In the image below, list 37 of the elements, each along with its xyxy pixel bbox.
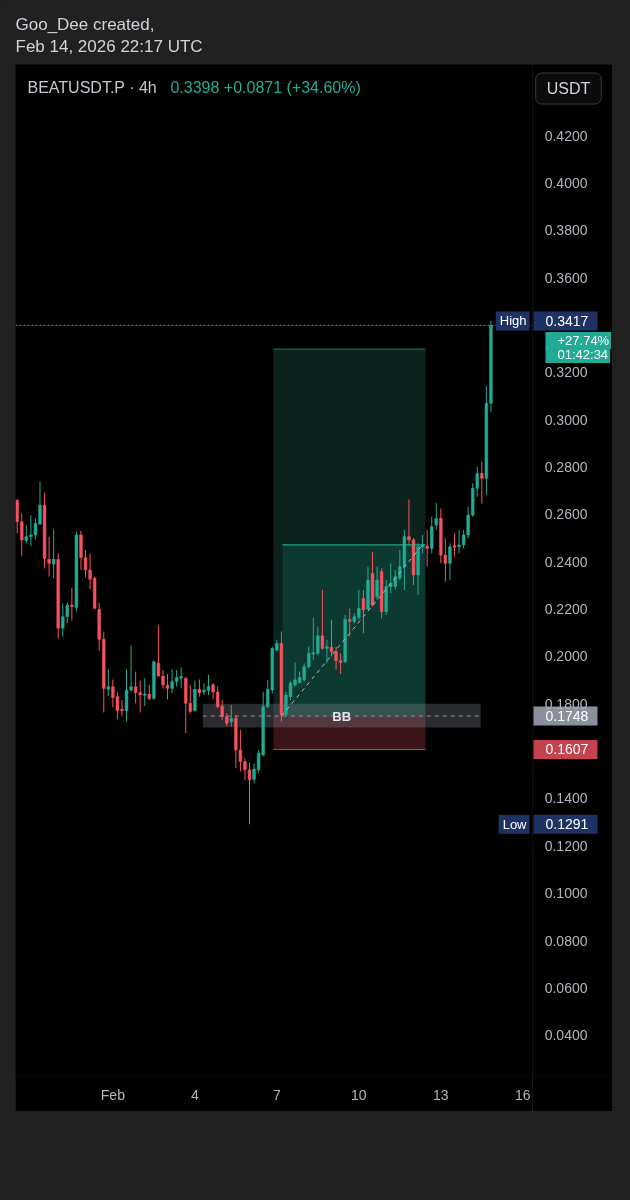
y-tick-label: 0.2400 <box>544 553 588 570</box>
y-tick-label: 0.4000 <box>544 174 588 191</box>
y-tick-label: 0.1291 <box>545 816 589 833</box>
y-tick-label: 0.3200 <box>544 364 588 381</box>
y-tick-label: 0.3000 <box>544 411 588 428</box>
x-tick-label: 10 <box>351 1086 367 1103</box>
annotation: Low <box>502 816 528 832</box>
y-tick-label: 0.3417 <box>545 312 589 329</box>
y-tick-label: 0.0600 <box>544 979 588 996</box>
y-tick-label: 0.2800 <box>544 459 588 476</box>
x-tick-label: 4 <box>190 1086 199 1103</box>
text: 01:42:34 <box>557 346 609 362</box>
y-tick-label: 0.1000 <box>544 885 588 902</box>
x-tick-label: 7 <box>272 1086 281 1103</box>
y-tick-label: 0.1607 <box>545 741 589 758</box>
series-label: BB <box>332 708 352 724</box>
x-tick-label: 16 <box>515 1086 531 1103</box>
y-tick-label: 0.3600 <box>544 269 588 286</box>
x-tick-label: 13 <box>433 1086 449 1103</box>
text: Feb 14, 2026 22:17 UTC <box>15 37 203 56</box>
text: BEATUSDT.P · 4h <box>27 79 157 96</box>
y-tick-label: 0.1200 <box>544 837 588 854</box>
y-tick-label: 0.1748 <box>545 708 589 725</box>
text: Goo_Dee created, <box>15 15 155 34</box>
annotation: High <box>499 313 527 329</box>
y-tick-label: 0.0400 <box>544 1027 588 1044</box>
y-tick-label: 0.2000 <box>544 648 588 665</box>
text: 0.3398 +0.0871 (+34.60%) <box>170 79 361 96</box>
y-tick-label: 0.2600 <box>544 506 588 523</box>
x-tick-label: Feb <box>100 1086 126 1103</box>
y-tick-label: 0.3800 <box>544 222 588 239</box>
text: +27.74% <box>557 332 610 348</box>
y-tick-label: 0.1400 <box>544 790 588 807</box>
y-tick-label: 0.0800 <box>544 932 588 949</box>
y-tick-label: 0.4200 <box>544 127 588 144</box>
y-tick-label: 0.2200 <box>544 601 588 618</box>
y-axis-title: USDT <box>546 80 591 97</box>
